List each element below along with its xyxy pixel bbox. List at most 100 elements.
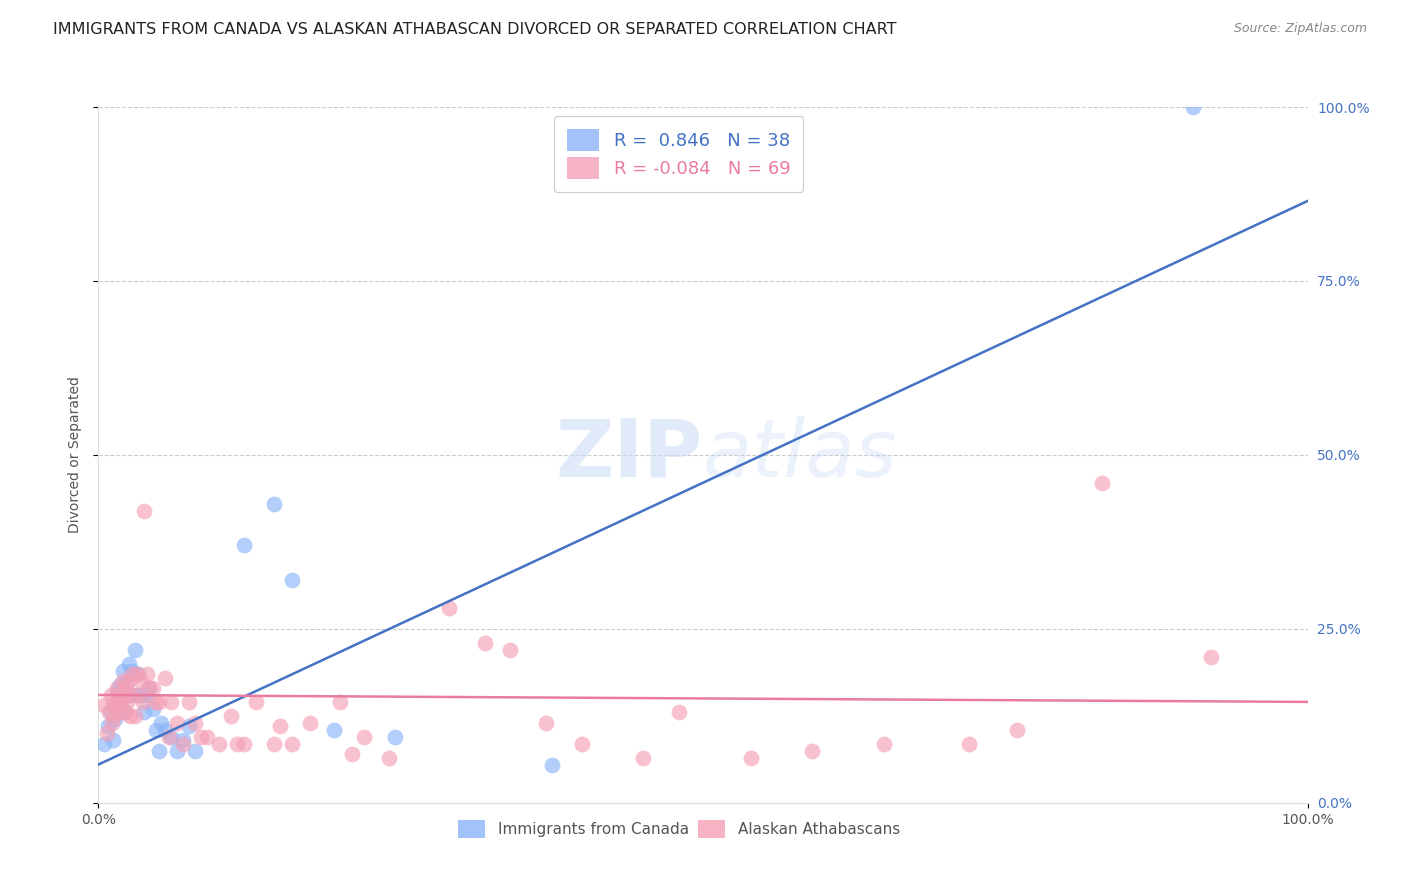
- Point: [107, 698, 129, 713]
- Point: [800, 744, 823, 758]
- Point: [179, 695, 201, 709]
- Point: [184, 744, 207, 758]
- Point: [1181, 100, 1204, 114]
- Point: [245, 695, 267, 709]
- Point: [740, 750, 762, 764]
- Point: [1199, 649, 1222, 664]
- Point: [127, 667, 149, 681]
- Point: [179, 719, 201, 733]
- Text: atlas: atlas: [703, 416, 898, 494]
- Point: [105, 684, 128, 698]
- Point: [195, 730, 218, 744]
- Point: [135, 688, 157, 702]
- Point: [873, 737, 896, 751]
- Point: [93, 737, 115, 751]
- Point: [571, 737, 593, 751]
- Point: [111, 664, 134, 678]
- Point: [148, 695, 170, 709]
- Point: [115, 677, 138, 691]
- Point: [100, 706, 122, 720]
- Point: [208, 737, 231, 751]
- Point: [104, 698, 127, 713]
- Point: [342, 747, 364, 761]
- Point: [498, 642, 520, 657]
- Point: [150, 715, 173, 730]
- Point: [377, 750, 399, 764]
- Point: [104, 712, 127, 726]
- Point: [124, 708, 146, 723]
- Point: [114, 706, 136, 720]
- Point: [132, 695, 155, 709]
- Point: [1007, 723, 1029, 737]
- Point: [534, 715, 557, 730]
- Point: [160, 730, 183, 744]
- Point: [160, 695, 183, 709]
- Point: [110, 695, 132, 709]
- Point: [166, 715, 188, 730]
- Point: [281, 737, 304, 751]
- Point: [118, 657, 141, 671]
- Point: [107, 695, 129, 709]
- Point: [145, 723, 167, 737]
- Point: [105, 681, 128, 695]
- Point: [111, 674, 134, 689]
- Point: [124, 642, 146, 657]
- Point: [100, 688, 122, 702]
- Point: [142, 681, 165, 695]
- Point: [299, 715, 322, 730]
- Text: Source: ZipAtlas.com: Source: ZipAtlas.com: [1233, 22, 1367, 36]
- Point: [108, 677, 131, 691]
- Point: [166, 744, 188, 758]
- Point: [127, 688, 149, 702]
- Point: [232, 538, 254, 552]
- Point: [97, 719, 120, 733]
- Point: [138, 681, 160, 695]
- Point: [957, 737, 980, 751]
- Point: [93, 698, 115, 713]
- Point: [269, 719, 291, 733]
- Point: [101, 695, 124, 709]
- Point: [184, 715, 207, 730]
- Point: [115, 681, 138, 695]
- Point: [329, 695, 352, 709]
- Point: [96, 726, 118, 740]
- Point: [118, 708, 141, 723]
- Point: [226, 737, 249, 751]
- Point: [263, 737, 285, 751]
- Point: [101, 733, 124, 747]
- Point: [263, 497, 285, 511]
- Point: [129, 674, 152, 689]
- Point: [153, 723, 176, 737]
- Point: [127, 667, 149, 681]
- Point: [98, 706, 121, 720]
- Point: [281, 573, 304, 587]
- Point: [221, 708, 243, 723]
- Point: [118, 674, 141, 689]
- Point: [142, 702, 165, 716]
- Point: [172, 737, 194, 751]
- Text: ZIP: ZIP: [555, 416, 703, 494]
- Point: [108, 706, 131, 720]
- Point: [384, 730, 406, 744]
- Point: [474, 636, 496, 650]
- Point: [112, 688, 135, 702]
- Point: [631, 750, 654, 764]
- Point: [103, 708, 125, 723]
- Point: [232, 737, 254, 751]
- Point: [120, 688, 142, 702]
- Point: [668, 706, 690, 720]
- Point: [1091, 475, 1114, 490]
- Point: [118, 688, 141, 702]
- Point: [127, 688, 149, 702]
- Point: [129, 688, 152, 702]
- Text: IMMIGRANTS FROM CANADA VS ALASKAN ATHABASCAN DIVORCED OR SEPARATED CORRELATION C: IMMIGRANTS FROM CANADA VS ALASKAN ATHABA…: [53, 22, 897, 37]
- Point: [135, 667, 157, 681]
- Point: [190, 730, 212, 744]
- Point: [134, 503, 156, 517]
- Point: [323, 723, 346, 737]
- Point: [117, 695, 139, 709]
- Point: [540, 757, 562, 772]
- Point: [172, 733, 194, 747]
- Point: [121, 664, 143, 678]
- Point: [114, 706, 136, 720]
